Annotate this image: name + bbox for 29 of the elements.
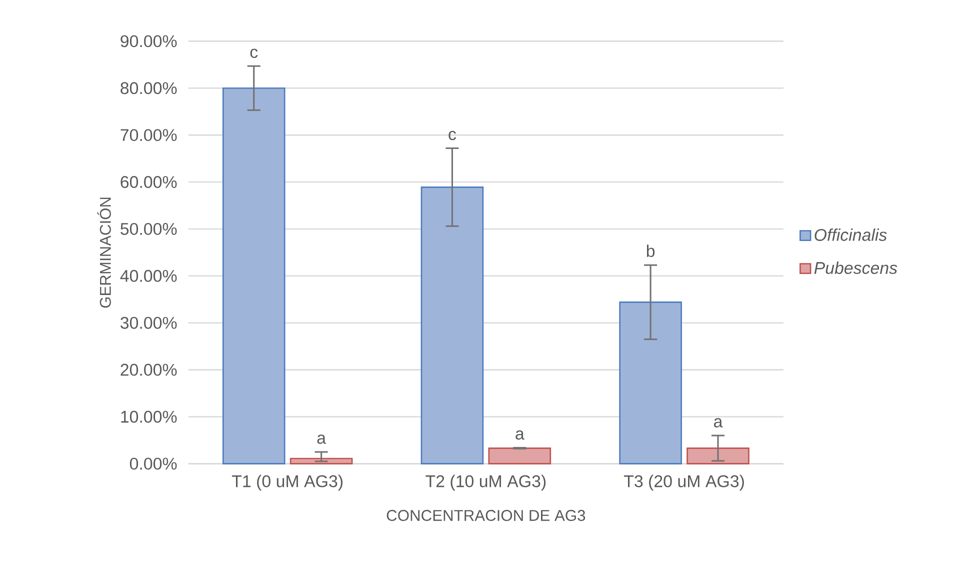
bar [222,88,286,465]
y-tick-label: 20.00% [120,364,177,376]
y-tick-label: 70.00% [120,129,177,142]
x-tick-label: T2 (10 uM AG3) [426,475,546,491]
y-tick-label: 80.00% [120,82,177,94]
y-tick-label: 50.00% [120,223,177,236]
bar [420,186,484,465]
y-tick-label: 60.00% [120,176,177,188]
y-axis-title: GERMINACIÓN [97,198,111,308]
annotation: b [646,244,655,258]
annotation: c [448,131,456,140]
x-tick-label: T1 (0 uM AG3) [232,475,342,491]
annotation: c [250,48,258,58]
legend-label: Officinalis [814,228,887,242]
bar [488,448,552,465]
y-tick-label: 0.00% [130,458,177,470]
bar [686,448,750,465]
x-tick-label: T3 (20 uM AG3) [624,475,744,491]
y-tick-label: 90.00% [120,35,177,48]
bar [619,302,682,465]
annotation: a [714,418,723,428]
legend-label: Pubescens [814,262,898,274]
bar [290,458,353,465]
annotation: a [317,434,326,444]
y-tick-label: 40.00% [120,270,177,282]
y-tick-label: 10.00% [121,410,177,423]
annotation: a [516,430,524,440]
x-axis-title: CONCENTRACION DE AG3 [386,510,586,522]
y-tick-label: 30.00% [120,317,177,330]
